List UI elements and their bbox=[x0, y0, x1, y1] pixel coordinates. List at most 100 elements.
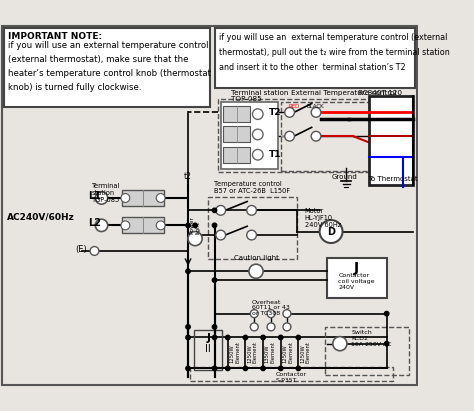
Text: RED: RED bbox=[289, 104, 300, 109]
Circle shape bbox=[285, 132, 294, 141]
Circle shape bbox=[253, 129, 263, 140]
Bar bbox=[122, 190, 164, 206]
Circle shape bbox=[186, 269, 190, 273]
Text: Power
light: Power light bbox=[190, 217, 201, 234]
Circle shape bbox=[279, 335, 283, 339]
Circle shape bbox=[296, 366, 301, 371]
Circle shape bbox=[333, 337, 347, 351]
Circle shape bbox=[250, 309, 258, 318]
Text: if you will use an  external temperature control (external: if you will use an external temperature … bbox=[219, 33, 447, 42]
Circle shape bbox=[212, 366, 217, 371]
Text: IMPORTANT NOTE:: IMPORTANT NOTE: bbox=[8, 32, 102, 41]
Text: Ground: Ground bbox=[331, 174, 357, 180]
Text: Temperature control
B57 or ATC-26B  L150F: Temperature control B57 or ATC-26B L150F bbox=[214, 182, 291, 194]
Circle shape bbox=[247, 206, 256, 215]
Circle shape bbox=[186, 335, 190, 339]
Circle shape bbox=[249, 264, 263, 278]
Text: 1250W
Element: 1250W Element bbox=[247, 342, 258, 363]
Circle shape bbox=[311, 108, 321, 117]
Circle shape bbox=[95, 192, 108, 204]
Text: thermostat), pull out the t₂ wire from the terminal station: thermostat), pull out the t₂ wire from t… bbox=[219, 48, 450, 57]
Circle shape bbox=[253, 150, 263, 160]
Circle shape bbox=[283, 323, 291, 331]
Text: To Thermostat: To Thermostat bbox=[368, 176, 418, 182]
Circle shape bbox=[243, 335, 247, 339]
Circle shape bbox=[261, 335, 265, 339]
Circle shape bbox=[319, 220, 343, 243]
Text: Caution light: Caution light bbox=[234, 255, 278, 261]
Circle shape bbox=[285, 108, 294, 117]
Circle shape bbox=[279, 366, 283, 371]
Text: heater’s temperature control knob (thermostat: heater’s temperature control knob (therm… bbox=[8, 69, 211, 78]
Text: 1250W
Element: 1250W Element bbox=[283, 342, 293, 363]
Circle shape bbox=[267, 323, 275, 331]
Text: 1250W
Element: 1250W Element bbox=[229, 342, 240, 363]
Circle shape bbox=[156, 194, 165, 202]
Circle shape bbox=[253, 109, 263, 120]
Text: J: J bbox=[206, 333, 210, 343]
Text: (E): (E) bbox=[75, 245, 87, 254]
Circle shape bbox=[95, 219, 108, 231]
Text: L1: L1 bbox=[88, 191, 101, 201]
Text: RC840T 120: RC840T 120 bbox=[357, 90, 401, 96]
Circle shape bbox=[267, 309, 275, 318]
Circle shape bbox=[216, 206, 226, 215]
Circle shape bbox=[212, 335, 217, 339]
Text: T2: T2 bbox=[268, 108, 281, 117]
Text: Motor
HL-YJF10
240V 60Hz: Motor HL-YJF10 240V 60Hz bbox=[305, 208, 341, 228]
Text: t2: t2 bbox=[183, 172, 191, 181]
Circle shape bbox=[243, 366, 247, 371]
Bar bbox=[215, 28, 415, 88]
Circle shape bbox=[226, 366, 230, 371]
Circle shape bbox=[212, 208, 217, 212]
Circle shape bbox=[216, 230, 226, 240]
Circle shape bbox=[90, 247, 99, 255]
Bar bbox=[223, 127, 250, 142]
Circle shape bbox=[212, 223, 217, 228]
Bar bbox=[194, 330, 222, 370]
Text: II: II bbox=[205, 344, 211, 353]
Text: L2: L2 bbox=[88, 218, 101, 228]
Text: if you will use an external temperature control: if you will use an external temperature … bbox=[8, 41, 209, 50]
Text: Overheat
60T11 or 43
or TC308: Overheat 60T11 or 43 or TC308 bbox=[252, 300, 290, 316]
Circle shape bbox=[296, 335, 301, 339]
Circle shape bbox=[188, 231, 202, 246]
Circle shape bbox=[250, 323, 258, 331]
Circle shape bbox=[186, 325, 190, 329]
Bar bbox=[122, 217, 164, 233]
Circle shape bbox=[384, 312, 389, 316]
Text: Contactor
coil voltage
240V: Contactor coil voltage 240V bbox=[338, 273, 375, 290]
Bar bbox=[218, 99, 373, 171]
Bar bbox=[223, 147, 250, 163]
Circle shape bbox=[212, 278, 217, 282]
Text: Contactor
S-P35T: Contactor S-P35T bbox=[276, 372, 307, 383]
Bar bbox=[221, 102, 278, 169]
Text: External Temperature control: External Temperature control bbox=[292, 90, 397, 96]
Bar bbox=[325, 327, 409, 375]
Bar bbox=[327, 258, 387, 298]
Circle shape bbox=[311, 132, 321, 141]
Bar bbox=[190, 367, 393, 381]
Text: AC240V/60Hz: AC240V/60Hz bbox=[7, 212, 75, 221]
Text: Terminal station: Terminal station bbox=[231, 90, 289, 96]
Bar bbox=[281, 102, 369, 171]
Circle shape bbox=[226, 335, 230, 339]
Bar bbox=[209, 197, 297, 259]
Text: T1: T1 bbox=[268, 150, 281, 159]
Text: (external thermostat), make sure that the: (external thermostat), make sure that th… bbox=[8, 55, 189, 64]
Circle shape bbox=[121, 221, 130, 230]
Circle shape bbox=[247, 230, 256, 240]
Text: 1250W
Element: 1250W Element bbox=[300, 342, 311, 363]
Bar bbox=[223, 106, 250, 122]
Bar bbox=[369, 97, 413, 185]
Circle shape bbox=[186, 366, 190, 371]
Text: Switch
KCD2
16A 250V AC: Switch KCD2 16A 250V AC bbox=[351, 330, 392, 347]
Text: J: J bbox=[354, 261, 359, 275]
Text: knob) is turned fully clockwise.: knob) is turned fully clockwise. bbox=[8, 83, 141, 92]
Text: 1350W
Element: 1350W Element bbox=[265, 342, 276, 363]
Circle shape bbox=[121, 194, 130, 202]
Circle shape bbox=[283, 309, 291, 318]
Text: and insert it to the other  terminal station’s T2: and insert it to the other terminal stat… bbox=[219, 63, 406, 72]
Circle shape bbox=[261, 366, 265, 371]
Circle shape bbox=[384, 342, 389, 346]
